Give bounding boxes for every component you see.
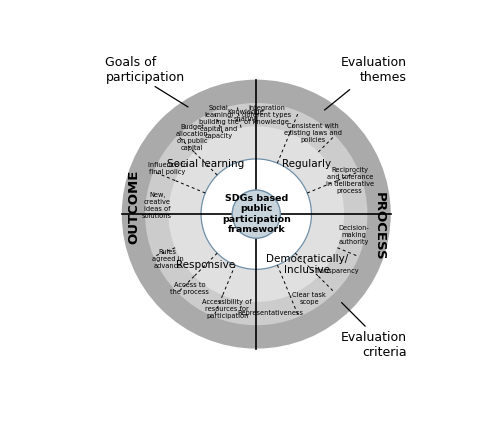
Text: PROCESS: PROCESS (372, 192, 386, 261)
Text: Social
learning/
building the
capital and
capacity: Social learning/ building the capital an… (199, 105, 239, 139)
Text: Budget
allocation
on public
capital: Budget allocation on public capital (176, 124, 208, 151)
Text: Reciprocity
and tolerance
in deliberative
process: Reciprocity and tolerance in deliberativ… (326, 167, 374, 194)
Text: Responsive: Responsive (176, 259, 235, 270)
Text: Social learning: Social learning (167, 159, 244, 169)
Circle shape (122, 80, 390, 349)
Text: Evaluation
criteria: Evaluation criteria (341, 331, 407, 359)
Circle shape (168, 126, 344, 302)
Text: OUTCOME: OUTCOME (127, 169, 140, 243)
Text: Consistent with
existing laws and
policies: Consistent with existing laws and polici… (284, 123, 343, 142)
Circle shape (145, 103, 368, 325)
Circle shape (232, 190, 280, 238)
Text: Decision-
making
authority: Decision- making authority (338, 225, 369, 245)
Text: Regularly: Regularly (282, 159, 332, 169)
Text: Access to
the process: Access to the process (170, 282, 209, 295)
Text: Accessibility of
resources for
participation: Accessibility of resources for participa… (202, 299, 252, 319)
Text: Goals of
participation: Goals of participation (106, 56, 184, 84)
Text: SDGs based
public
participation
framework: SDGs based public participation framewor… (222, 194, 290, 234)
Text: Evaluation
themes: Evaluation themes (341, 56, 407, 84)
Text: Clear task
scope: Clear task scope (292, 292, 326, 305)
Text: Influence to
final policy: Influence to final policy (148, 162, 188, 176)
Text: Knowledge
sharing: Knowledge sharing (228, 109, 264, 122)
Text: Rules
agreed in
advance: Rules agreed in advance (152, 249, 184, 269)
Text: Representativeness: Representativeness (237, 310, 303, 315)
Circle shape (201, 159, 312, 269)
Text: Transparency: Transparency (316, 268, 360, 274)
Text: New,
creative
ideas of
solutions: New, creative ideas of solutions (142, 192, 172, 219)
Text: Integration
different types
of knowledge: Integration different types of knowledge (242, 105, 291, 125)
Text: Democratically/
Inclusive: Democratically/ Inclusive (266, 254, 348, 276)
